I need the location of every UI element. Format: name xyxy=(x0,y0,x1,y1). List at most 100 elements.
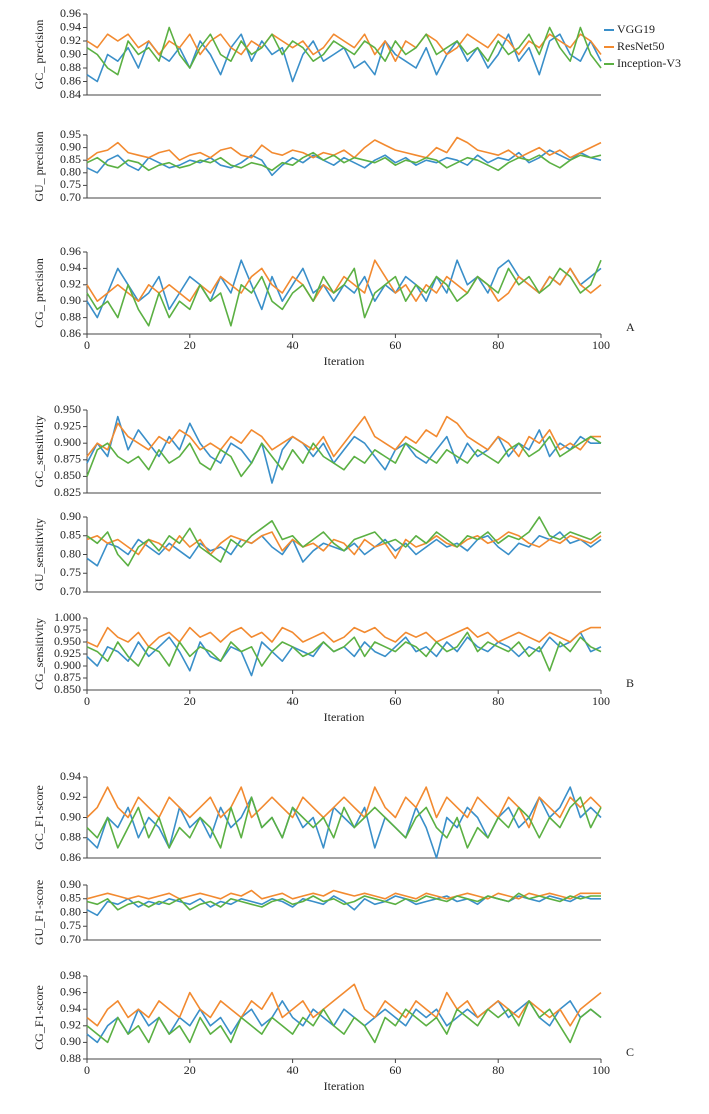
y-tick-label: 0.92 xyxy=(60,277,81,291)
y-tick-label: 0.70 xyxy=(60,190,81,204)
y-tick-label: 0.925 xyxy=(54,646,81,660)
y-tick-label: 0.75 xyxy=(60,177,81,191)
y-tick-label: 0.850 xyxy=(54,468,81,482)
series-line xyxy=(86,631,602,672)
series-line xyxy=(86,415,601,458)
y-tick-label: 0.85 xyxy=(60,528,81,542)
y-tick-label: 1.000 xyxy=(54,610,81,624)
y-axis-label: GC_F1-score xyxy=(32,785,46,850)
series-line xyxy=(86,259,602,327)
x-tick-label: 80 xyxy=(492,694,504,708)
y-axis-label: CG_ precision xyxy=(32,258,46,328)
y-tick-label: 0.75 xyxy=(60,918,81,932)
series-line xyxy=(86,26,602,76)
y-tick-label: 0.94 xyxy=(60,260,81,274)
panel-label: B xyxy=(626,676,634,690)
x-tick-label: 20 xyxy=(184,1063,196,1077)
y-tick-label: 0.900 xyxy=(54,435,81,449)
y-tick-label: 0.950 xyxy=(54,402,81,416)
y-tick-label: 0.88 xyxy=(60,60,81,74)
y-tick-label: 0.84 xyxy=(60,87,81,101)
y-tick-label: 0.900 xyxy=(54,658,81,672)
x-tick-label: 20 xyxy=(184,694,196,708)
series-line xyxy=(86,796,602,849)
series-line xyxy=(86,626,601,648)
y-tick-label: 0.98 xyxy=(60,968,81,982)
y-tick-label: 0.90 xyxy=(60,46,81,60)
y-tick-label: 0.86 xyxy=(60,73,81,87)
series-line xyxy=(86,259,602,302)
legend-label: ResNet50 xyxy=(617,39,664,53)
series-line xyxy=(86,983,602,1027)
y-tick-label: 0.80 xyxy=(60,904,81,918)
y-axis-label: GC_ precision xyxy=(32,20,46,90)
y-axis-label: CG_sensitivity xyxy=(32,618,46,690)
series-line xyxy=(86,136,602,161)
y-tick-label: 0.94 xyxy=(60,19,81,33)
y-tick-label: 0.96 xyxy=(60,6,81,20)
y-tick-label: 0.825 xyxy=(54,485,81,499)
series-line xyxy=(86,786,602,859)
y-tick-label: 0.70 xyxy=(60,932,81,946)
series-line xyxy=(86,631,602,677)
y-tick-label: 0.925 xyxy=(54,418,81,432)
y-axis-label: GC_sensitivity xyxy=(32,415,46,487)
x-tick-label: 40 xyxy=(287,338,299,352)
y-tick-label: 0.92 xyxy=(60,33,81,47)
series-line xyxy=(86,892,601,911)
y-axis-label: CG_F1-score xyxy=(32,985,46,1050)
y-tick-label: 0.86 xyxy=(60,850,81,864)
series-line xyxy=(86,531,602,567)
x-axis-label: Iteration xyxy=(324,354,365,368)
y-tick-label: 0.96 xyxy=(60,984,81,998)
series-line xyxy=(86,151,602,172)
y-tick-label: 0.90 xyxy=(60,139,81,153)
y-tick-label: 0.90 xyxy=(60,1034,81,1048)
y-tick-label: 0.850 xyxy=(54,682,81,696)
panel-label: C xyxy=(626,1045,634,1059)
y-tick-label: 0.875 xyxy=(54,452,81,466)
x-tick-label: 40 xyxy=(287,694,299,708)
y-tick-label: 0.90 xyxy=(60,877,81,891)
series-line xyxy=(86,786,602,829)
y-tick-label: 0.95 xyxy=(60,127,81,141)
y-axis-label: GU_F1-score xyxy=(32,880,46,945)
x-tick-label: 100 xyxy=(592,338,610,352)
x-tick-label: 40 xyxy=(287,1063,299,1077)
series-line xyxy=(86,895,601,917)
panel-label: A xyxy=(626,320,635,334)
y-tick-label: 0.88 xyxy=(60,1051,81,1065)
x-tick-label: 60 xyxy=(389,1063,401,1077)
legend-label: Inception-V3 xyxy=(617,56,681,70)
y-axis-label: GU_ precision xyxy=(32,131,46,201)
y-tick-label: 0.90 xyxy=(60,509,81,523)
series-line xyxy=(86,1000,602,1044)
y-tick-label: 0.94 xyxy=(60,769,81,783)
series-line xyxy=(86,1000,602,1044)
y-tick-label: 0.94 xyxy=(60,1001,81,1015)
x-tick-label: 0 xyxy=(84,694,90,708)
x-tick-label: 60 xyxy=(389,694,401,708)
x-tick-label: 80 xyxy=(492,338,504,352)
y-tick-label: 0.90 xyxy=(60,293,81,307)
x-tick-label: 100 xyxy=(592,694,610,708)
y-tick-label: 0.88 xyxy=(60,309,81,323)
y-tick-label: 0.80 xyxy=(60,546,81,560)
x-tick-label: 80 xyxy=(492,1063,504,1077)
y-tick-label: 0.875 xyxy=(54,670,81,684)
y-tick-label: 0.70 xyxy=(60,584,81,598)
y-tick-label: 0.950 xyxy=(54,634,81,648)
y-tick-label: 0.96 xyxy=(60,244,81,258)
y-tick-label: 0.975 xyxy=(54,622,81,636)
y-tick-label: 0.85 xyxy=(60,891,81,905)
x-tick-label: 20 xyxy=(184,338,196,352)
y-tick-label: 0.88 xyxy=(60,830,81,844)
x-tick-label: 100 xyxy=(592,1063,610,1077)
legend-label: VGG19 xyxy=(617,22,655,36)
series-line xyxy=(86,531,602,560)
x-tick-label: 0 xyxy=(84,1063,90,1077)
y-tick-label: 0.85 xyxy=(60,152,81,166)
x-tick-label: 60 xyxy=(389,338,401,352)
series-line xyxy=(86,516,602,567)
